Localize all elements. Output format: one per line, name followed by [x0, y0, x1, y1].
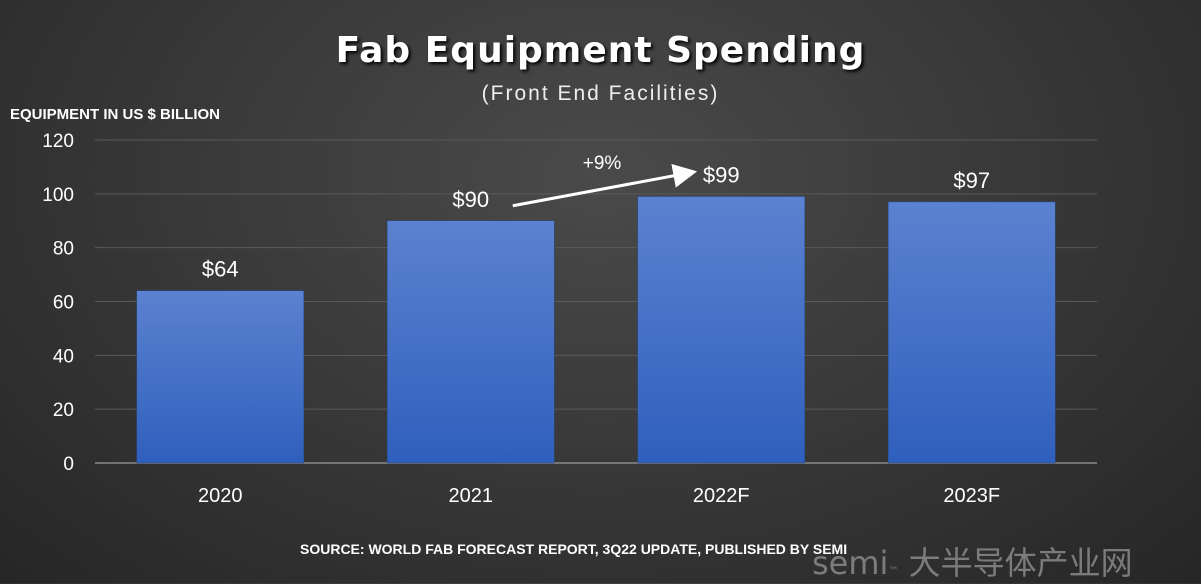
y-tick-label: 80: [53, 239, 74, 260]
x-tick-label: 2021: [449, 485, 494, 507]
x-tick-label: 2023F: [943, 485, 1000, 507]
data-label: $97: [953, 168, 990, 193]
x-tick-label: 2020: [198, 485, 243, 507]
bar: [387, 220, 555, 464]
x-tick-label: 2022F: [693, 485, 750, 507]
chart-subtitle: (Front End Facilities): [481, 82, 720, 105]
data-label: $64: [202, 257, 239, 282]
y-tick-label: 60: [53, 293, 74, 314]
bar: [637, 196, 805, 464]
data-label: $99: [703, 163, 740, 188]
y-tick-label: 40: [53, 346, 74, 367]
y-tick-label: 0: [63, 454, 74, 475]
bar: [136, 290, 304, 464]
source-note: SOURCE: WORLD FAB FORECAST REPORT, 3Q22 …: [300, 541, 848, 557]
y-tick-label: 100: [42, 185, 74, 206]
growth-arrow: [512, 164, 698, 208]
y-axis-label: EQUIPMENT IN US $ BILLION: [10, 106, 221, 123]
growth-annotation: +9%: [583, 153, 622, 174]
chart-title: Fab Equipment Spending: [335, 30, 866, 71]
y-tick-label: 20: [53, 400, 74, 421]
data-label: $90: [452, 187, 489, 212]
watermark-logo: semi™ 大半导体产业网: [812, 544, 1133, 582]
bar: [888, 201, 1056, 464]
y-tick-label: 120: [42, 131, 74, 152]
